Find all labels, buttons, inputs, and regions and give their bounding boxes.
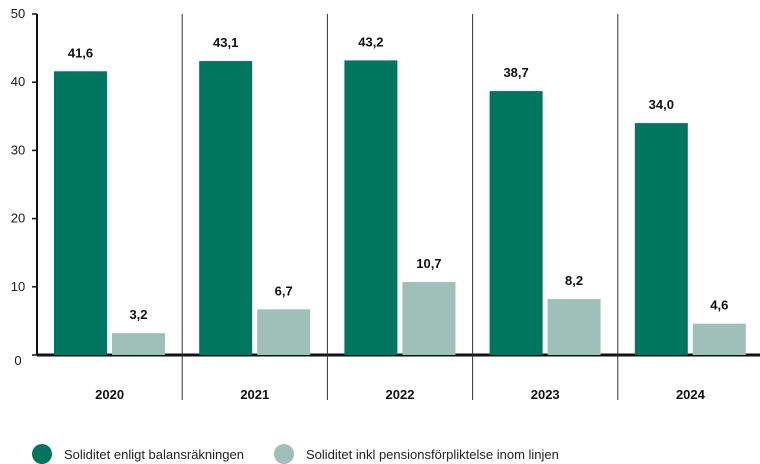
- y-tick-label: 0: [14, 353, 21, 368]
- bar-2020-series-1: [112, 333, 165, 355]
- category-label-2022: 2022: [386, 387, 415, 402]
- legend-swatch-balance: [32, 444, 52, 464]
- category-label-2024: 2024: [676, 387, 706, 402]
- legend-item-balance: Soliditet enligt balansräkningen: [32, 444, 244, 464]
- value-label-2021-series-0: 43,1: [213, 35, 238, 50]
- legend-label-pension: Soliditet inkl pensionsförpliktelse inom…: [305, 446, 559, 462]
- bar-2021-series-1: [257, 309, 311, 355]
- bar-2024-series-0: [634, 123, 688, 356]
- value-label-2023-series-1: 8,2: [565, 273, 583, 288]
- value-label-2021-series-1: 6,7: [275, 283, 293, 298]
- legend: Soliditet enligt balansräkningen Solidit…: [32, 444, 589, 464]
- y-tick-label: 30: [11, 142, 25, 157]
- legend-swatch-pension: [273, 444, 294, 464]
- category-label-2023: 2023: [531, 387, 560, 402]
- value-label-2024-series-1: 4,6: [710, 298, 728, 313]
- y-tick-label: 10: [11, 279, 25, 294]
- value-label-2024-series-0: 34,0: [649, 97, 674, 112]
- bar-2021-series-0: [199, 61, 253, 356]
- value-label-2022-series-0: 43,2: [358, 34, 383, 49]
- value-label-2023-series-0: 38,7: [503, 65, 528, 80]
- value-label-2022-series-1: 10,7: [416, 256, 441, 271]
- bar-2020-series-0: [54, 71, 107, 356]
- bars: [54, 60, 746, 356]
- year-separators: [181, 14, 619, 400]
- category-label-2021: 2021: [240, 387, 269, 402]
- bar-2022-series-1: [402, 282, 456, 355]
- bar-2022-series-0: [344, 60, 398, 355]
- value-label-2020-series-0: 41,6: [68, 45, 93, 60]
- category-label-2020: 2020: [95, 387, 124, 402]
- bar-chart: 0 10 20 30 40 50 41,6 3,2 43,1 6,7 43,2 10,7 38,7 8,…: [11, 6, 760, 402]
- legend-item-pension: Soliditet inkl pensionsförpliktelse inom…: [273, 444, 559, 464]
- value-labels: 41,6 3,2 43,1 6,7 43,2 10,7 38,7 8,2 34,0 4,6: [68, 34, 728, 322]
- category-labels: 2020 2021 2022 2023 2024: [95, 387, 705, 402]
- value-label-2020-series-1: 3,2: [129, 307, 147, 322]
- legend-label-balance: Soliditet enligt balansräkningen: [64, 446, 244, 462]
- bar-2024-series-1: [692, 323, 746, 355]
- bar-2023-series-0: [489, 91, 543, 355]
- y-tick-label: 50: [11, 6, 25, 21]
- y-tick-label: 20: [11, 211, 25, 226]
- y-tick-label: 40: [11, 74, 25, 89]
- bar-2023-series-1: [547, 299, 601, 355]
